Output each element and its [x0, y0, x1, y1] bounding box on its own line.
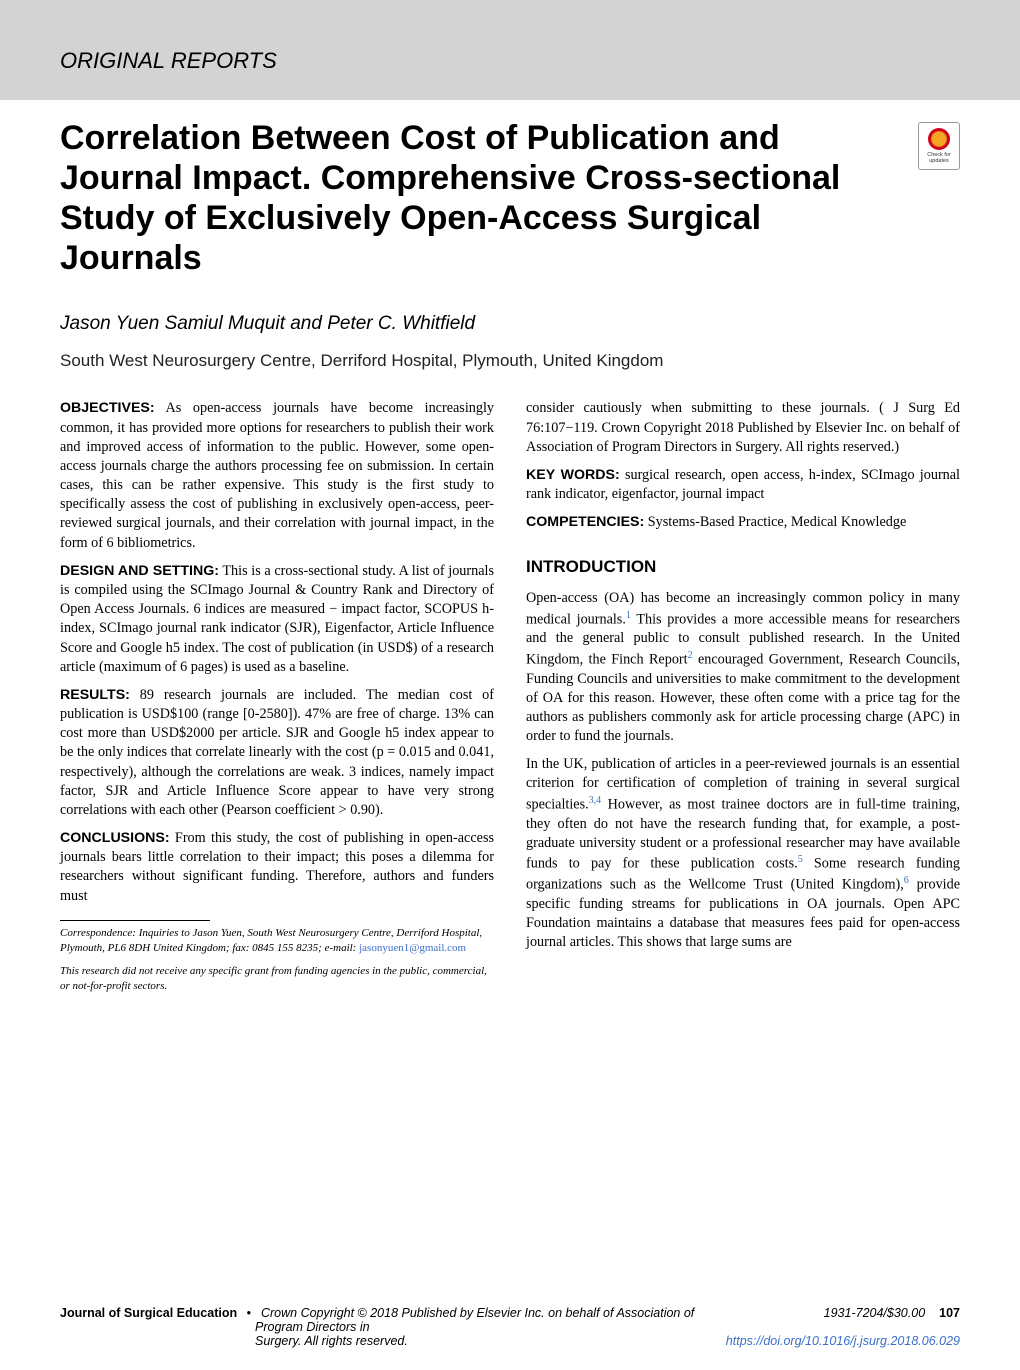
- bullet-icon: •: [247, 1306, 251, 1320]
- article-title: Correlation Between Cost of Publication …: [60, 118, 860, 278]
- footer-line-2: Program Directors in: [60, 1320, 960, 1334]
- design-para: DESIGN AND SETTING: This is a cross-sect…: [60, 562, 494, 677]
- journal-name: Journal of Surgical Education: [60, 1306, 237, 1320]
- left-column: OBJECTIVES: As open-access journals have…: [60, 399, 494, 1003]
- section-label: ORIGINAL REPORTS: [60, 48, 960, 74]
- results-text: 89 research journals are included. The m…: [60, 687, 494, 818]
- page-footer: Journal of Surgical Education • Crown Co…: [60, 1306, 960, 1348]
- copyright-2: Program Directors in: [255, 1320, 370, 1334]
- conclusions-para: CONCLUSIONS: From this study, the cost o…: [60, 829, 494, 906]
- affiliation: South West Neurosurgery Centre, Derrifor…: [0, 343, 1020, 399]
- continuation-para: consider cautiously when submitting to t…: [526, 399, 960, 457]
- right-column: consider cautiously when submitting to t…: [526, 399, 960, 1003]
- check-updates-badge[interactable]: Check for updates: [918, 122, 960, 170]
- competencies-label: COMPETENCIES:: [526, 514, 644, 530]
- keywords-label: KEY WORDS:: [526, 467, 620, 483]
- conclusions-label: CONCLUSIONS:: [60, 830, 170, 846]
- body-columns: OBJECTIVES: As open-access journals have…: [0, 399, 1020, 1003]
- objectives-para: OBJECTIVES: As open-access journals have…: [60, 399, 494, 552]
- competencies-para: COMPETENCIES: Systems-Based Practice, Me…: [526, 513, 960, 532]
- competencies-text: Systems-Based Practice, Medical Knowledg…: [644, 514, 906, 530]
- correspondence-email[interactable]: jasonyuen1@gmail.com: [359, 942, 466, 954]
- funding-footnote: This research did not receive any specif…: [60, 964, 494, 994]
- title-section: Correlation Between Cost of Publication …: [0, 100, 1020, 288]
- copyright-1: Crown Copyright © 2018 Published by Else…: [257, 1306, 814, 1320]
- objectives-text: As open-access journals have become incr…: [60, 400, 494, 550]
- intro-heading: INTRODUCTION: [526, 556, 960, 579]
- crossmark-icon: [928, 128, 950, 150]
- design-label: DESIGN AND SETTING:: [60, 563, 219, 579]
- intro-p1: Open-access (OA) has become an increasin…: [526, 589, 960, 746]
- footnote-rule: [60, 920, 210, 921]
- doi-link[interactable]: https://doi.org/10.1016/j.jsurg.2018.06.…: [726, 1334, 960, 1348]
- page-number: 107: [925, 1306, 960, 1320]
- results-label: RESULTS:: [60, 687, 130, 703]
- footer-left: Journal of Surgical Education •: [60, 1306, 257, 1320]
- keywords-para: KEY WORDS: surgical research, open acces…: [526, 466, 960, 504]
- authors: Jason Yuen Samiul Muquit and Peter C. Wh…: [0, 288, 1020, 343]
- intro-p2: In the UK, publication of articles in a …: [526, 755, 960, 952]
- issn: 1931-7204/$30.00: [814, 1306, 925, 1320]
- objectives-label: OBJECTIVES:: [60, 400, 155, 416]
- correspondence-footnote: Correspondence: Inquiries to Jason Yuen,…: [60, 926, 494, 956]
- copyright-3: Surgery. All rights reserved.: [255, 1334, 408, 1348]
- design-text: This is a cross-sectional study. A list …: [60, 563, 494, 675]
- footer-line-1: Journal of Surgical Education • Crown Co…: [60, 1306, 960, 1320]
- ref-34[interactable]: 3,4: [589, 795, 602, 806]
- footer-line-3: Surgery. All rights reserved. https://do…: [60, 1334, 960, 1348]
- badge-text-2: updates: [929, 158, 949, 164]
- section-header: ORIGINAL REPORTS: [0, 0, 1020, 100]
- results-para: RESULTS: 89 research journals are includ…: [60, 686, 494, 820]
